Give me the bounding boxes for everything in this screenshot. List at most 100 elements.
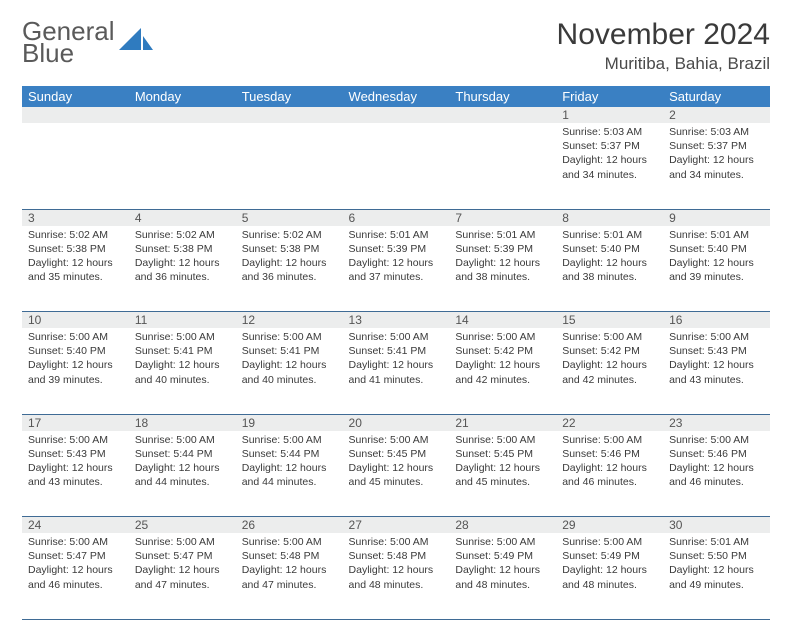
sunset-line: Sunset: 5:47 PM: [135, 550, 213, 562]
day-cell: [343, 123, 450, 209]
daynum-cell: 5: [236, 209, 343, 226]
sunset-line: Sunset: 5:37 PM: [562, 140, 640, 152]
daylight-line: Daylight: 12 hours and 39 minutes.: [669, 257, 754, 283]
location-text: Muritiba, Bahia, Brazil: [557, 54, 770, 74]
day-details: Sunrise: 5:00 AMSunset: 5:40 PMDaylight:…: [22, 328, 129, 391]
daynum-cell: 10: [22, 312, 129, 329]
daylight-line: Daylight: 12 hours and 36 minutes.: [242, 257, 327, 283]
day-cell: Sunrise: 5:00 AM Sunset: 5:43 PM Daylight:…: [22, 431, 129, 517]
day-details: Sunrise: 5:00 AMSunset: 5:48 PMDaylight:…: [236, 533, 343, 596]
daynum-cell: 13: [343, 312, 450, 329]
daynum-cell: 11: [129, 312, 236, 329]
day-cell: Sunrise: 5:00 AMSunset: 5:47 PMDaylight:…: [22, 533, 129, 619]
daylight-line: Daylight: 12 hours and 49 minutes.: [669, 564, 754, 590]
daylight-line: Daylight: 12 hours and 47 minutes.: [242, 564, 327, 590]
sunset-line: Sunset: 5:44 PM: [135, 448, 213, 460]
day-cell: Sunrise: 5:00 AMSunset: 5:44 PMDaylight:…: [236, 431, 343, 517]
sunrise-line: Sunrise: 5:02 AM: [28, 229, 108, 241]
sunrise-line: Sunrise: 5:03 AM: [562, 126, 642, 138]
daylight-line: Daylight: 12 hours and 38 minutes.: [455, 257, 540, 283]
daynum-cell: 26: [236, 517, 343, 534]
day-cell: Sunrise: 5:01 AMSunset: 5:39 PMDaylight:…: [343, 226, 450, 312]
daylight-line: Daylight: 12 hours and 46 minutes.: [562, 462, 647, 488]
daylight-line: Daylight: 12 hours and 43 minutes.: [669, 359, 754, 385]
daynum-cell: [236, 107, 343, 123]
daylight-line: Daylight: 12 hours and 36 minutes.: [135, 257, 220, 283]
daynum-cell: [129, 107, 236, 123]
day-cell: Sunrise: 5:01 AMSunset: 5:40 PMDaylight:…: [663, 226, 770, 312]
daynum-row: 17181920212223: [22, 414, 770, 431]
day-cell: Sunrise: 5:02 AMSunset: 5:38 PMDaylight:…: [129, 226, 236, 312]
day-cell: Sunrise: 5:01 AMSunset: 5:50 PMDaylight:…: [663, 533, 770, 619]
day-cell: Sunrise: 5:00 AMSunset: 5:41 PMDaylight:…: [129, 328, 236, 414]
daynum-cell: [22, 107, 129, 123]
daynum-cell: 25: [129, 517, 236, 534]
day-details: Sunrise: 5:01 AMSunset: 5:39 PMDaylight:…: [449, 226, 556, 289]
weekday-header-row: SundayMondayTuesdayWednesdayThursdayFrid…: [22, 86, 770, 107]
daynum-cell: 24: [22, 517, 129, 534]
daylight-line: Daylight: 12 hours and 38 minutes.: [562, 257, 647, 283]
sunset-line: Sunset: 5:43 PM: [28, 448, 106, 460]
day-details: Sunrise: 5:00 AMSunset: 5:47 PMDaylight:…: [129, 533, 236, 596]
logo: General Blue: [22, 18, 153, 66]
day-details: Sunrise: 5:03 AMSunset: 5:37 PMDaylight:…: [556, 123, 663, 186]
daylight-line: Daylight: 12 hours and 45 minutes.: [455, 462, 540, 488]
sunrise-line: Sunrise: 5:00 AM: [135, 434, 215, 446]
day-cell: Sunrise: 5:00 AMSunset: 5:42 PMDaylight:…: [449, 328, 556, 414]
daynum-cell: 17: [22, 414, 129, 431]
weekday-header: Thursday: [449, 86, 556, 107]
sunrise-line: Sunrise: 5:00 AM: [455, 434, 535, 446]
sunrise-line: Sunrise: 5:00 AM: [28, 434, 108, 446]
weekday-header: Monday: [129, 86, 236, 107]
daynum-cell: 2: [663, 107, 770, 123]
sunset-line: Sunset: 5:44 PM: [242, 448, 320, 460]
daylight-line: Daylight: 12 hours and 41 minutes.: [349, 359, 434, 385]
sunset-line: Sunset: 5:46 PM: [669, 448, 747, 460]
daynum-cell: 21: [449, 414, 556, 431]
sunset-line: Sunset: 5:49 PM: [455, 550, 533, 562]
day-details: Sunrise: 5:01 AMSunset: 5:50 PMDaylight:…: [663, 533, 770, 596]
day-cell: Sunrise: 5:00 AMSunset: 5:47 PMDaylight:…: [129, 533, 236, 619]
day-cell: Sunrise: 5:03 AMSunset: 5:37 PMDaylight:…: [556, 123, 663, 209]
day-details: Sunrise: 5:02 AMSunset: 5:38 PMDaylight:…: [22, 226, 129, 289]
daylight-line: Daylight: 12 hours and 37 minutes.: [349, 257, 434, 283]
day-cell: Sunrise: 5:00 AMSunset: 5:41 PMDaylight:…: [343, 328, 450, 414]
daynum-cell: 18: [129, 414, 236, 431]
daylight-line: Daylight: 12 hours and 45 minutes.: [349, 462, 434, 488]
day-cell: Sunrise: 5:03 AMSunset: 5:37 PMDaylight:…: [663, 123, 770, 209]
daynum-cell: 30: [663, 517, 770, 534]
header: General Blue November 2024 Muritiba, Bah…: [22, 18, 770, 74]
daylight-line: Daylight: 12 hours and 46 minutes.: [28, 564, 113, 590]
day-cell: Sunrise: 5:00 AMSunset: 5:48 PMDaylight:…: [236, 533, 343, 619]
sunrise-line: Sunrise: 5:00 AM: [349, 434, 429, 446]
day-details: Sunrise: 5:01 AMSunset: 5:40 PMDaylight:…: [663, 226, 770, 289]
day-details: Sunrise: 5:00 AMSunset: 5:41 PMDaylight:…: [236, 328, 343, 391]
sunset-line: Sunset: 5:41 PM: [135, 345, 213, 357]
daylight-line: Daylight: 12 hours and 44 minutes.: [135, 462, 220, 488]
sunset-line: Sunset: 5:50 PM: [669, 550, 747, 562]
day-details: Sunrise: 5:00 AMSunset: 5:42 PMDaylight:…: [556, 328, 663, 391]
daynum-cell: 19: [236, 414, 343, 431]
daylight-line: Daylight: 12 hours and 39 minutes.: [28, 359, 113, 385]
sunset-line: Sunset: 5:45 PM: [455, 448, 533, 460]
daylight-line: Daylight: 12 hours and 43 minutes.: [28, 462, 113, 488]
daylight-line: Daylight: 12 hours and 48 minutes.: [562, 564, 647, 590]
weekday-header: Sunday: [22, 86, 129, 107]
page-title: November 2024: [557, 18, 770, 52]
day-cell: Sunrise: 5:00 AMSunset: 5:49 PMDaylight:…: [449, 533, 556, 619]
day-details: Sunrise: 5:02 AMSunset: 5:38 PMDaylight:…: [236, 226, 343, 289]
day-cell: Sunrise: 5:00 AMSunset: 5:42 PMDaylight:…: [556, 328, 663, 414]
day-cell: [129, 123, 236, 209]
day-cell: Sunrise: 5:00 AMSunset: 5:46 PMDaylight:…: [556, 431, 663, 517]
sunset-line: Sunset: 5:38 PM: [135, 243, 213, 255]
daynum-cell: 16: [663, 312, 770, 329]
day-cell: Sunrise: 5:01 AMSunset: 5:40 PMDaylight:…: [556, 226, 663, 312]
day-details: Sunrise: 5:00 AM Sunset: 5:45 PM Daylight:…: [449, 431, 556, 494]
day-cell: [22, 123, 129, 209]
sunset-line: Sunset: 5:46 PM: [562, 448, 640, 460]
sunset-line: Sunset: 5:39 PM: [455, 243, 533, 255]
daynum-cell: 22: [556, 414, 663, 431]
daylight-line: Daylight: 12 hours and 48 minutes.: [349, 564, 434, 590]
daynum-cell: [343, 107, 450, 123]
daynum-cell: 14: [449, 312, 556, 329]
